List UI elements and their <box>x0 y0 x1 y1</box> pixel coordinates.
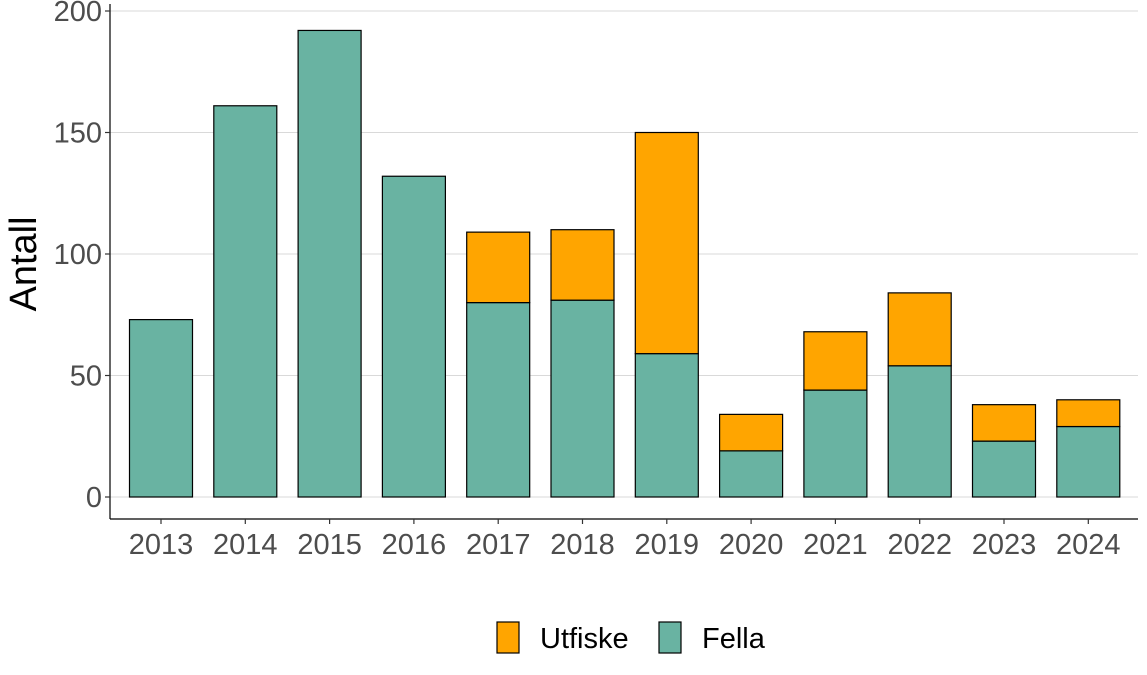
y-tick-label: 100 <box>54 239 102 271</box>
y-axis-title: Antall <box>3 216 45 311</box>
bar-fella-2014 <box>213 105 278 498</box>
bar-fella-2024 <box>1056 425 1121 498</box>
x-tick-label: 2019 <box>635 529 700 561</box>
bar-fella-2015 <box>297 29 362 498</box>
y-tick-label: 50 <box>70 361 102 393</box>
x-tick-label: 2024 <box>1056 529 1121 561</box>
x-tick-label: 2014 <box>213 529 278 561</box>
y-ticks: 0 50 100 150 200 <box>54 0 110 514</box>
legend-key-utfiske <box>496 621 520 654</box>
axes <box>109 4 1138 520</box>
bar-fella-2022 <box>887 365 952 498</box>
gridlines <box>110 10 1138 498</box>
bar-utfiske-2024 <box>1056 399 1121 428</box>
bar-fella-2019 <box>634 353 699 498</box>
x-tick-label: 2022 <box>887 529 952 561</box>
x-ticks: 2013 2014 2015 2016 2017 2018 2019 2020 2021 2022… <box>129 519 1121 561</box>
bar-fella-2017 <box>466 302 531 498</box>
legend-key-fella <box>658 621 682 654</box>
bar-utfiske-2021 <box>803 331 868 391</box>
bar-utfiske-2020 <box>718 413 784 452</box>
bar-fella-2023 <box>971 440 1037 498</box>
bar-utfiske-2023 <box>971 404 1037 442</box>
bar-utfiske-2022 <box>887 292 952 367</box>
x-tick-label: 2013 <box>129 529 194 561</box>
bars <box>128 29 1121 498</box>
x-tick-label: 2020 <box>719 529 784 561</box>
x-tick-label: 2018 <box>550 529 615 561</box>
x-tick-label: 2017 <box>466 529 531 561</box>
x-tick-label: 2015 <box>297 529 362 561</box>
bar-utfiske-2017 <box>466 231 531 304</box>
y-tick-label: 0 <box>86 482 102 514</box>
x-tick-label: 2023 <box>972 529 1037 561</box>
x-tick-label: 2016 <box>382 529 447 561</box>
bar-fella-2018 <box>550 299 615 498</box>
legend-label-fella: Fella <box>702 623 766 655</box>
legend-label-utfiske: Utfiske <box>540 623 629 655</box>
legend: Utfiske Fella <box>496 621 766 655</box>
bar-fella-2013 <box>128 319 194 498</box>
bar-fella-2021 <box>803 389 868 498</box>
bar-utfiske-2019 <box>634 131 699 355</box>
bar-fella-2016 <box>381 175 446 498</box>
y-tick-label: 150 <box>54 118 102 150</box>
x-tick-label: 2021 <box>803 529 868 561</box>
bar-utfiske-2018 <box>550 229 615 301</box>
y-tick-label: 200 <box>54 0 102 28</box>
bar-fella-2020 <box>718 450 784 498</box>
